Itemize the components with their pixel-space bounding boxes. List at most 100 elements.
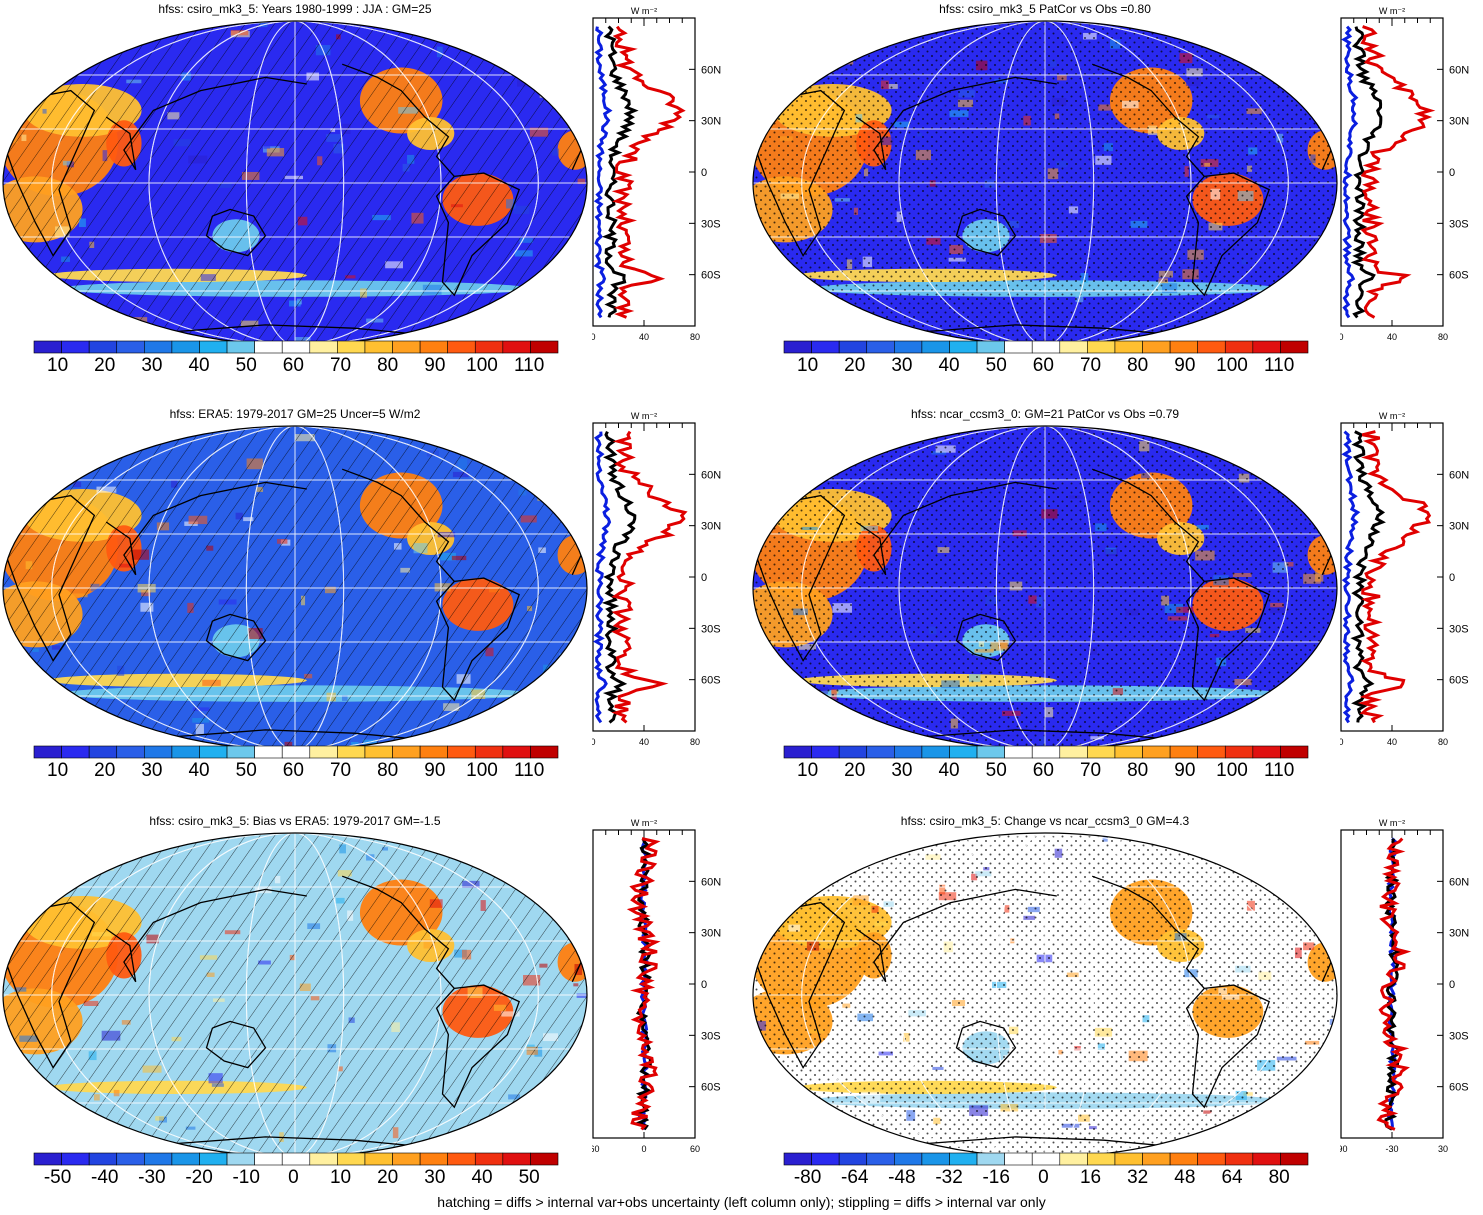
colorbar-label: 80	[1268, 1167, 1290, 1188]
colorbar	[33, 340, 559, 354]
colorbar-segment	[1031, 1152, 1061, 1166]
latitude-label: 30N	[1449, 928, 1469, 940]
zonal-axis-tick-label: 80	[1438, 737, 1448, 747]
zonal-line-red	[611, 430, 688, 724]
colorbar-segment	[392, 340, 421, 354]
colorbar-segment	[88, 340, 118, 354]
zonal-line-red	[626, 837, 661, 1131]
colorbar-label: -20	[185, 1167, 213, 1188]
colorbar-segment	[1031, 340, 1061, 354]
zonal-mean-plot: W m⁻² 60N 30N 0 30S 60S 0 40 80	[592, 6, 721, 342]
colorbar-label: 20	[94, 760, 116, 781]
colorbar-segment	[1197, 1152, 1226, 1166]
zonal-line-red	[611, 25, 686, 319]
colorbar-segment	[1224, 745, 1254, 759]
colorbar-label: 80	[1127, 760, 1149, 781]
colorbar-segment	[1004, 745, 1033, 759]
colorbar-segment	[1059, 745, 1088, 759]
zonal-units-label: W m⁻²	[631, 818, 657, 828]
panel-title: hfss: ERA5: 1979-2017 GM=25 Uncer=5 W/m2	[169, 407, 421, 421]
zonal-mean-plot: W m⁻² 60N 30N 0 30S 60S 0 40 80	[1340, 411, 1469, 747]
colorbar-label: 20	[94, 355, 116, 376]
colorbar-segment	[1059, 1152, 1088, 1166]
colorbar-label: -48	[888, 1167, 916, 1188]
zonal-axis-tick-label: 60	[690, 1144, 700, 1154]
colorbar-segment	[502, 1152, 531, 1166]
colorbar-segment	[309, 745, 338, 759]
latitude-label: 60N	[1449, 64, 1469, 76]
colorbar-segment	[1224, 340, 1254, 354]
colorbar-segment	[1280, 1152, 1309, 1166]
colorbar-label: 20	[844, 760, 866, 781]
colorbar-label: -64	[841, 1167, 869, 1188]
colorbar-segment	[1252, 340, 1281, 354]
colorbar-segment	[949, 745, 978, 759]
colorbar-segment	[144, 745, 173, 759]
colorbar-segment	[364, 1152, 393, 1166]
colorbar-segment	[199, 340, 228, 354]
colorbar-segment	[976, 745, 1005, 759]
colorbar-segment	[1114, 340, 1143, 354]
colorbar-label: 30	[424, 1167, 446, 1188]
colorbar-segment	[894, 340, 923, 354]
colorbar-segment	[811, 340, 840, 354]
colorbar-segment	[88, 1152, 118, 1166]
latitude-label: 60S	[701, 270, 721, 282]
colorbar-segment	[783, 745, 812, 759]
zonal-axis-tick-label: 0	[592, 737, 596, 747]
colorbar-segment	[447, 745, 476, 759]
colorbar-segment	[226, 1152, 255, 1166]
colorbar-segment	[530, 745, 559, 759]
colorbar-segment	[1169, 1152, 1198, 1166]
world-map	[2, 425, 588, 751]
colorbar-label: 0	[1038, 1167, 1049, 1188]
colorbar-segment	[976, 1152, 1005, 1166]
zonal-axis-tick-label: -90	[1340, 1144, 1348, 1154]
colorbar-segment	[1059, 340, 1088, 354]
colorbar-label: -10	[232, 1167, 260, 1188]
colorbar	[783, 1152, 1309, 1166]
zonal-mean-plot: W m⁻² 60N 30N 0 30S 60S 0 40 80	[1340, 6, 1469, 342]
colorbar-segment	[392, 745, 421, 759]
zonal-units-label: W m⁻²	[631, 411, 657, 421]
zonal-axis-tick-label: 0	[641, 1144, 646, 1154]
colorbar-segment	[419, 1152, 448, 1166]
colorbar-label: 60	[1032, 355, 1054, 376]
colorbar-segment	[976, 340, 1005, 354]
latitude-label: 30S	[701, 623, 721, 635]
colorbar-label: 16	[1079, 1167, 1102, 1188]
colorbar-segment	[474, 745, 504, 759]
colorbar-segment	[921, 1152, 950, 1166]
zonal-line-model	[601, 25, 639, 318]
colorbar-segment	[337, 1152, 366, 1166]
colorbar-segment	[337, 745, 366, 759]
colorbar-segment	[364, 340, 393, 354]
zonal-mean-plot: W m⁻² 60N 30N 0 30S 60S 0 40 80	[592, 411, 721, 747]
colorbar-label: 10	[797, 355, 819, 376]
colorbar-segment	[337, 340, 366, 354]
latitude-label: 0	[1449, 979, 1455, 991]
latitude-label: 60N	[701, 64, 721, 76]
colorbar-label: 40	[188, 760, 210, 781]
colorbar-segment	[1224, 1152, 1254, 1166]
colorbar-segment	[226, 340, 255, 354]
colorbar-segment	[1280, 745, 1309, 759]
colorbar-segment	[866, 1152, 895, 1166]
colorbar-segment	[1004, 340, 1033, 354]
latitude-label: 30S	[701, 218, 721, 230]
colorbar-segment	[921, 745, 950, 759]
colorbar-label: 40	[188, 355, 210, 376]
colorbar-segment	[1114, 1152, 1143, 1166]
colorbar-label: 90	[424, 760, 446, 781]
zonal-line-red	[1376, 837, 1412, 1131]
colorbar-segment	[199, 745, 228, 759]
colorbar-segment	[1142, 745, 1171, 759]
colorbar-label: 90	[1174, 760, 1196, 781]
colorbar-segment	[1142, 1152, 1171, 1166]
latitude-label: 60N	[701, 469, 721, 481]
colorbar-label: -30	[138, 1167, 166, 1188]
colorbar-segment	[838, 745, 868, 759]
colorbar-label: 70	[329, 355, 352, 376]
colorbar-segment	[1087, 340, 1116, 354]
colorbar-segment	[811, 1152, 840, 1166]
